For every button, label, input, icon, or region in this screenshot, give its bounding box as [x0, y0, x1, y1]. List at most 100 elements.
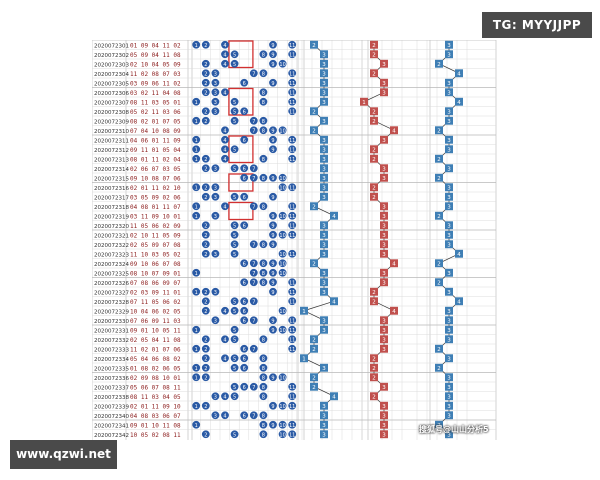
marker-cell-b	[380, 382, 388, 391]
number-ball	[269, 135, 277, 144]
marker-value-a: 3	[322, 71, 326, 77]
marker-cell-b	[380, 420, 388, 429]
number-ball-label: 2	[204, 356, 207, 362]
number-ball-label: 6	[243, 81, 246, 87]
number-ball	[201, 164, 210, 173]
number-ball	[230, 97, 239, 106]
number-ball-label: 9	[271, 375, 274, 381]
marker-cell-b	[380, 135, 388, 144]
number-ball-label: 11	[289, 404, 295, 410]
marker-value-c: 3	[447, 309, 451, 315]
marker-value-b: 2	[372, 43, 376, 49]
number-ball-label: 2	[204, 366, 207, 372]
number-ball-label: 5	[233, 62, 236, 68]
number-ball	[192, 202, 201, 211]
number-ball-label: 4	[223, 62, 226, 68]
marker-value-b: 2	[372, 394, 376, 400]
number-ball	[288, 430, 297, 439]
marker-value-c: 2	[437, 261, 441, 267]
number-ball-label: 8	[262, 375, 265, 381]
number-ball	[259, 116, 268, 125]
number-ball	[211, 392, 220, 401]
number-ball	[259, 97, 268, 106]
number-ball-label: 11	[289, 347, 295, 353]
number-ball	[240, 344, 249, 353]
number-ball	[221, 154, 229, 163]
period-label: 2020072339	[94, 404, 129, 410]
number-ball	[288, 221, 297, 230]
table-row: 2020072340 04 08 03 06 07 3 4 6 7 8 3 3 3	[94, 411, 453, 420]
number-ball-label: 1	[195, 375, 198, 381]
draw-numbers: 09 01 10 11 08	[130, 423, 181, 430]
number-ball	[259, 69, 268, 78]
marker-cell-b	[370, 287, 378, 296]
number-ball	[288, 145, 297, 154]
marker-cell-c	[435, 278, 443, 287]
marker-value-a: 2	[312, 204, 316, 210]
number-ball	[269, 221, 277, 230]
number-ball-label: 6	[243, 166, 246, 172]
marker-cell-a	[320, 430, 328, 439]
marker-value-c: 3	[447, 394, 451, 400]
number-ball	[192, 145, 201, 154]
marker-cell-c	[445, 192, 453, 201]
number-ball-label: 3	[214, 394, 217, 400]
draw-numbers: 09 10 06 07 08	[130, 261, 181, 268]
number-ball-label: 9	[271, 290, 274, 296]
marker-cell-a	[320, 401, 328, 410]
number-ball	[192, 420, 201, 429]
number-ball-label: 2	[204, 375, 207, 381]
table-row: 2020072335 01 08 02 06 05 1 2 5 6 8 3 2 2	[94, 363, 443, 373]
number-ball	[211, 192, 220, 201]
number-ball-label: 11	[289, 147, 295, 153]
table-row: 2020072310 07 04 10 08 09 4 7 8 9 10 2 4 2	[94, 126, 443, 135]
number-ball	[288, 183, 297, 192]
number-ball	[259, 373, 268, 382]
table-row: 2020072337 05 06 07 08 11 5 6 7 8 11 2 3 3	[94, 382, 453, 392]
marker-cell-a	[320, 50, 328, 59]
marker-value-b: 3	[382, 233, 386, 239]
number-ball	[201, 107, 210, 116]
table-row: 2020072330 07 06 09 11 03 3 6 7 9 11 3 3 3	[94, 316, 453, 325]
number-ball	[288, 344, 297, 353]
trend-chart: 2020072301 01 09 04 11 02 1 2 4 9 11 2 2 32020072…	[92, 40, 502, 440]
number-ball	[240, 278, 249, 287]
marker-cell-b	[370, 363, 378, 372]
number-ball-label: 1	[195, 423, 198, 429]
number-ball-label: 5	[233, 119, 236, 125]
marker-cell-a	[310, 202, 318, 211]
marker-cell-a	[310, 126, 318, 135]
table-row: 2020072317 03 05 09 02 06 2 3 5 6 9 3 2 3	[94, 192, 453, 202]
number-ball-label: 1	[195, 404, 198, 410]
marker-cell-c	[445, 230, 453, 239]
number-ball	[201, 69, 210, 78]
number-ball-label: 1	[195, 147, 198, 153]
number-ball-label: 3	[214, 71, 217, 77]
table-row: 2020072308 05 02 11 03 06 2 3 5 6 11 2 2 3	[94, 107, 453, 116]
marker-cell-c	[445, 221, 453, 230]
number-ball-label: 6	[243, 195, 246, 201]
marker-cell-a	[320, 154, 328, 163]
number-ball	[259, 126, 268, 135]
marker-value-a: 3	[322, 423, 326, 429]
marker-value-c: 3	[447, 375, 451, 381]
marker-value-b: 3	[382, 432, 386, 438]
number-ball-label: 8	[262, 261, 265, 267]
marker-value-c: 2	[437, 347, 441, 353]
number-ball	[230, 249, 239, 258]
marker-cell-b	[360, 97, 368, 106]
number-ball-label: 2	[204, 62, 207, 68]
draw-numbers: 10 04 06 02 05	[130, 309, 181, 316]
number-ball	[269, 401, 277, 410]
draw-numbers: 05 06 07 08 11	[130, 385, 181, 392]
marker-cell-c	[435, 173, 443, 182]
draw-numbers: 01 09 04 11 02	[130, 43, 181, 50]
number-ball	[259, 88, 268, 97]
marker-value-b: 3	[382, 271, 386, 277]
number-ball-label: 10	[279, 328, 285, 334]
number-ball-label: 11	[289, 157, 295, 163]
number-ball	[230, 116, 239, 125]
marker-value-a: 3	[322, 242, 326, 248]
number-ball-label: 5	[233, 252, 236, 258]
period-label: 2020072317	[94, 195, 129, 201]
